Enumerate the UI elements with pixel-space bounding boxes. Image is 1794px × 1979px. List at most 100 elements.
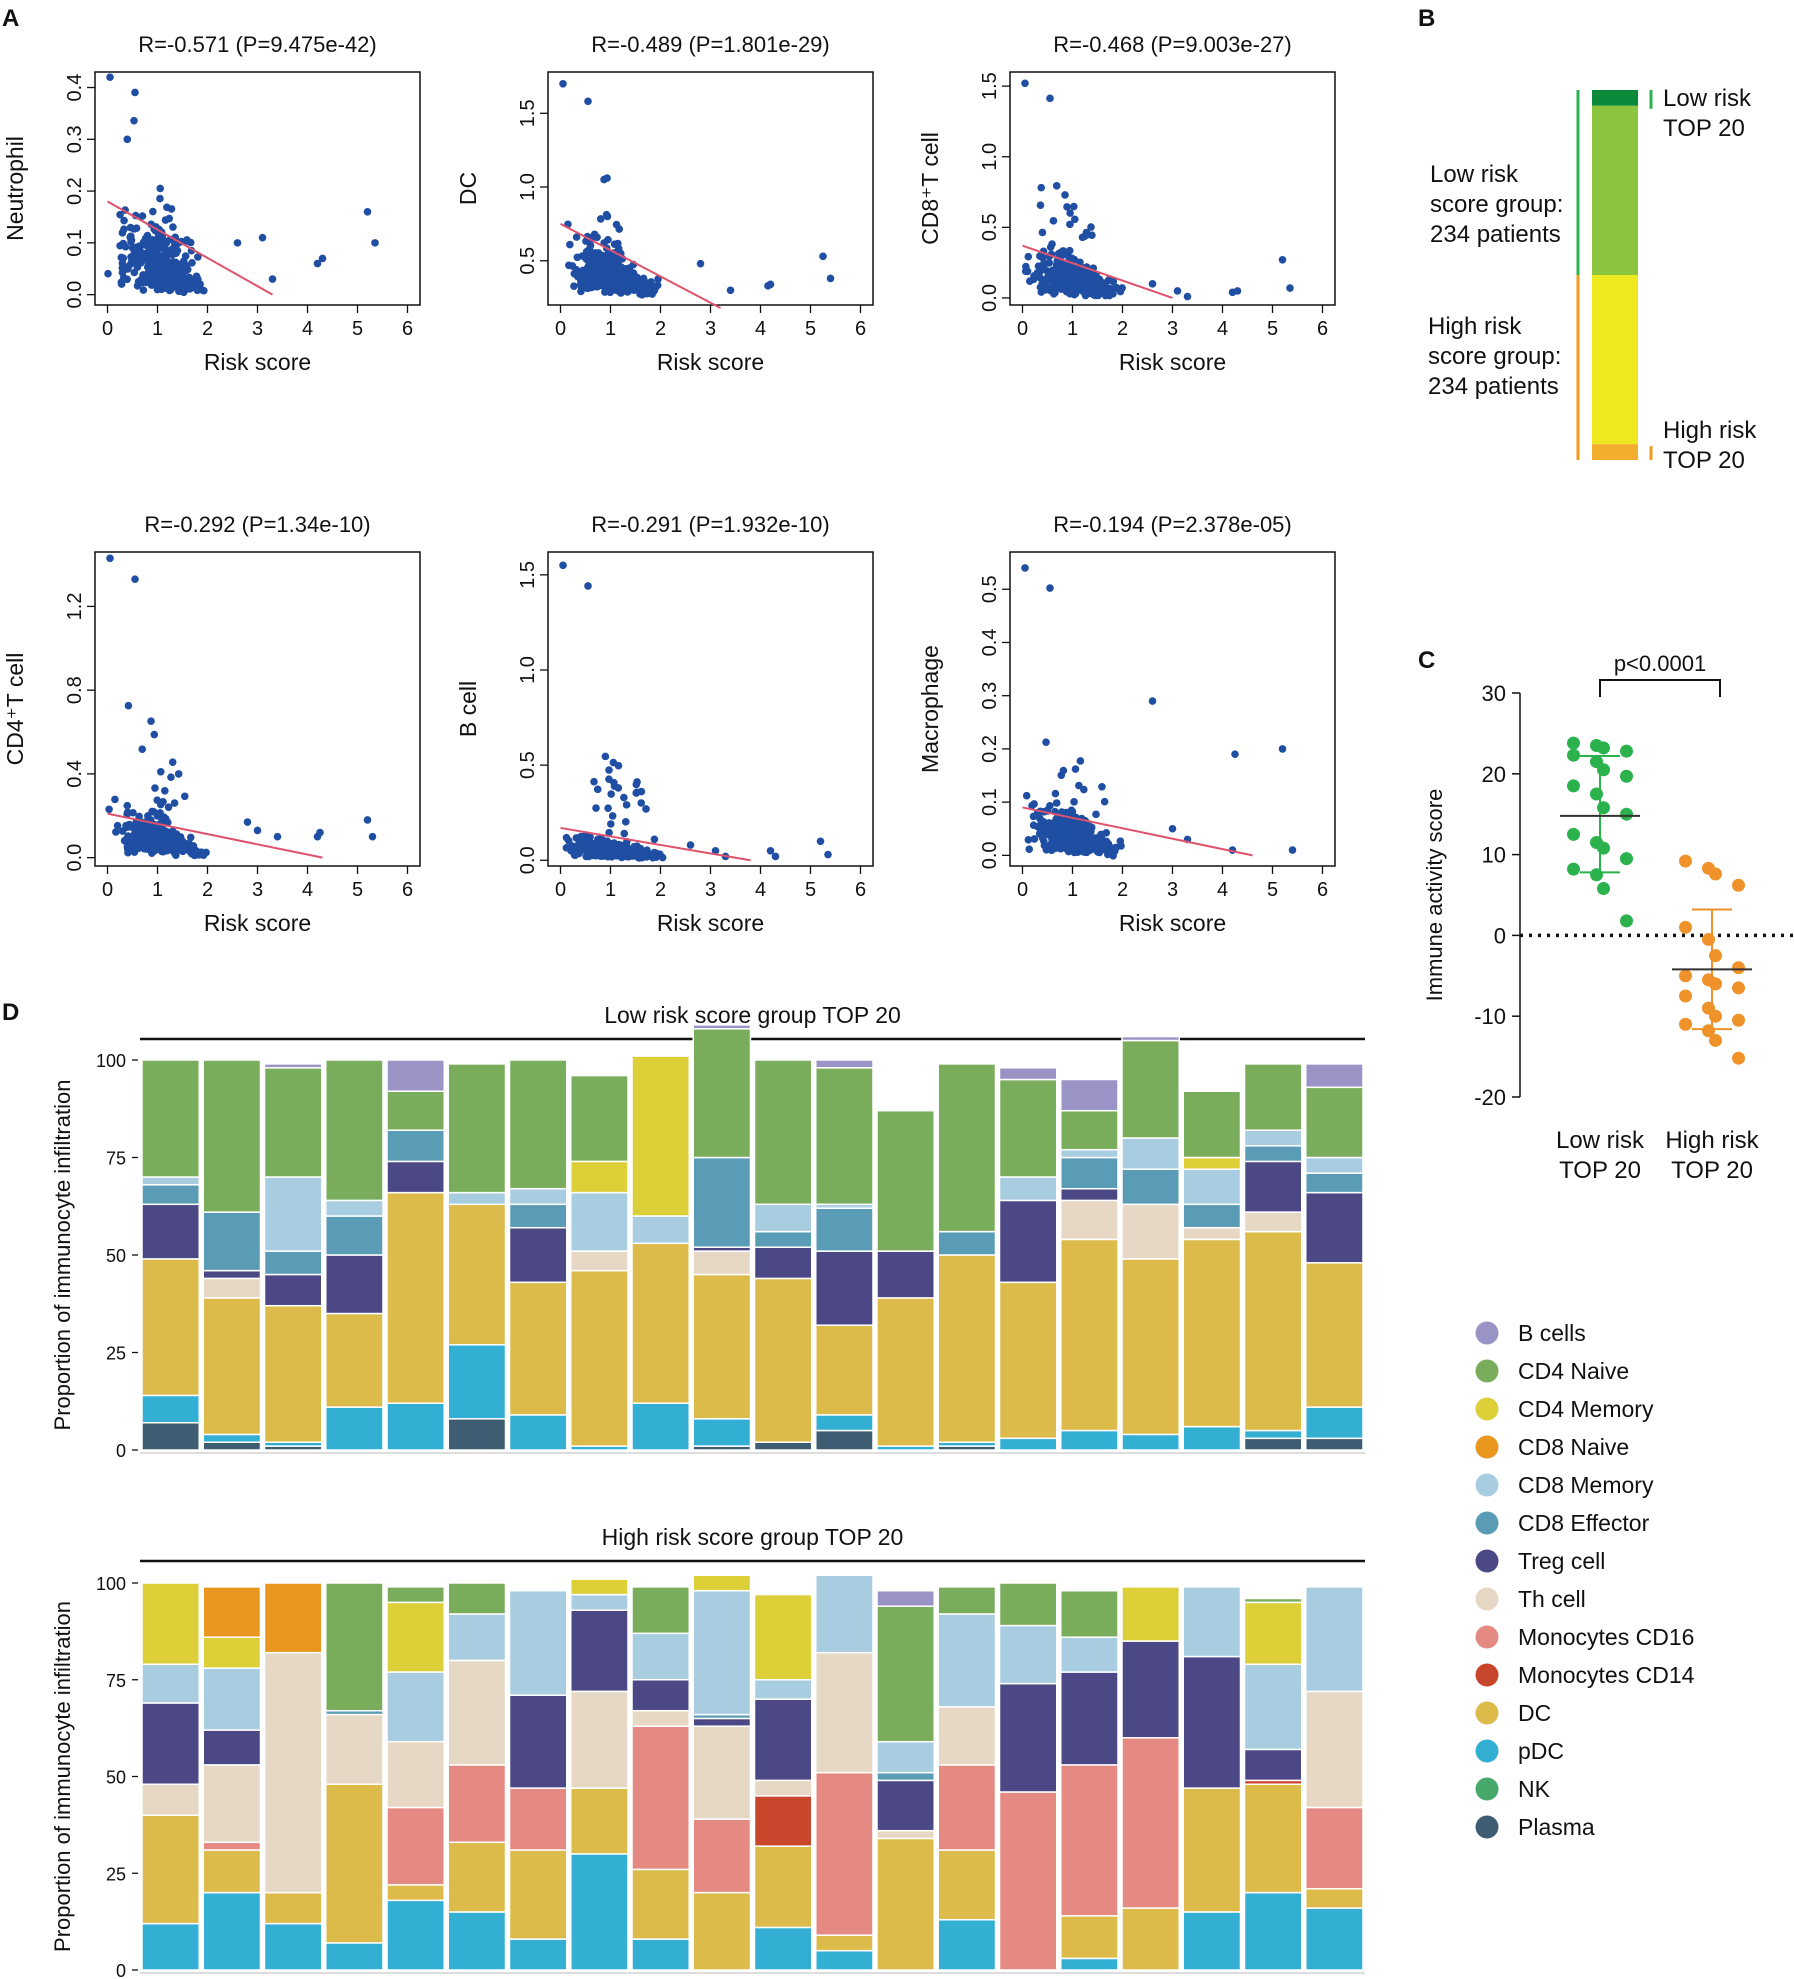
x-tick-label: 5: [805, 318, 816, 340]
data-point: [147, 237, 156, 246]
stack-segment: [202, 1269, 262, 1280]
stack-segment: [325, 1942, 384, 1971]
regression-line: [560, 826, 751, 862]
y-tick-label: 10: [1482, 843, 1506, 868]
data-point: [127, 232, 135, 241]
stack-segment: [937, 1918, 997, 1971]
stack-segment: [141, 1814, 200, 1925]
stack-segment: [1060, 1764, 1119, 1917]
data-point: [620, 793, 628, 802]
y-axis-label: B cell: [455, 681, 481, 737]
x-tick-label: 1: [152, 318, 163, 340]
high-top-label: TOP 20: [1663, 447, 1745, 474]
stack-segment: [325, 1713, 384, 1785]
stack-segment: [570, 1609, 629, 1693]
stack-segment: [1243, 1211, 1303, 1233]
stack-segment: [1243, 1601, 1303, 1666]
legend-label: CD4 Naive: [1518, 1358, 1629, 1384]
data-point: [123, 843, 132, 852]
stack-segment: [570, 1853, 629, 1971]
stack-segment: [937, 1613, 997, 1708]
data-point: [1096, 837, 1105, 845]
outlier-point: [1168, 824, 1177, 833]
stack-segment: [570, 1690, 629, 1789]
stack-segment: [325, 1215, 384, 1256]
stack-segment: [815, 1324, 874, 1416]
plot-title: R=-0.194 (P=2.378e-05): [1053, 512, 1292, 537]
data-point: [592, 804, 600, 812]
data-point: [113, 821, 122, 830]
x-tick-label: 1: [1067, 879, 1078, 901]
data-point: [1053, 268, 1061, 277]
stack-segment: [1182, 1156, 1242, 1170]
data-point: [601, 752, 610, 761]
data-point: [593, 847, 601, 856]
score-point: [1620, 744, 1633, 758]
stack-segment: [1243, 1891, 1303, 1971]
stack-segment: [202, 1441, 262, 1451]
y-axis-label: DC: [455, 172, 481, 205]
data-point: [595, 256, 604, 265]
low-group-label: score group:: [1430, 191, 1563, 218]
data-point: [126, 223, 135, 232]
data-point: [120, 216, 128, 225]
data-point: [1081, 832, 1090, 841]
immune-activity-panel: -20 -10 0 10 20 30 Immune activity score Low ri…: [1422, 651, 1794, 1184]
stack-segment: [998, 1281, 1058, 1440]
data-point: [1082, 231, 1091, 239]
data-point: [197, 848, 206, 856]
y-tick-label: 100: [96, 1051, 126, 1071]
stack-segment: [202, 1211, 262, 1272]
x-tick-label: 5: [1267, 318, 1278, 340]
data-point: [132, 838, 141, 846]
legend-swatch: [1475, 1701, 1499, 1725]
stack-segment: [447, 1613, 507, 1662]
stack-segment: [263, 1891, 323, 1925]
data-point: [1092, 810, 1100, 819]
outlier-point: [368, 832, 377, 841]
x-tick-label: 2: [202, 318, 213, 340]
data-point: [651, 283, 660, 292]
data-point: [1043, 819, 1052, 828]
score-point: [1567, 779, 1580, 793]
data-point: [1080, 785, 1088, 794]
data-point: [1030, 800, 1038, 808]
stack-segment: [1060, 1199, 1119, 1241]
stack-segment: [998, 1437, 1058, 1451]
data-point: [636, 284, 644, 292]
data-point: [600, 844, 609, 853]
data-point: [128, 255, 136, 264]
outlier-point: [1233, 287, 1242, 295]
data-point: [123, 135, 132, 144]
outlier-point: [243, 818, 252, 826]
y-tick-label: 0.8: [64, 676, 86, 704]
stack-segment: [1060, 1148, 1119, 1159]
data-point: [1087, 837, 1096, 845]
score-point: [1597, 741, 1610, 755]
data-point: [621, 818, 630, 826]
data-point: [1074, 284, 1083, 293]
data-point: [1050, 821, 1058, 830]
stack-segment: [570, 1160, 629, 1194]
stack-segment: [386, 1671, 445, 1743]
y-tick-label: 0.0: [979, 841, 1001, 869]
data-point: [117, 278, 126, 287]
score-point: [1732, 1013, 1745, 1027]
y-tick-label: 0.0: [64, 281, 86, 309]
score-point: [1679, 854, 1692, 868]
stack-segment: [692, 1725, 752, 1820]
score-point: [1597, 763, 1610, 777]
stack-segment: [631, 1242, 690, 1404]
data-point: [155, 276, 164, 285]
data-point: [1086, 289, 1094, 298]
score-point: [1597, 841, 1610, 855]
data-point: [579, 266, 587, 275]
stack-segment: [753, 1277, 813, 1443]
data-point: [1102, 841, 1110, 850]
data-point: [194, 253, 202, 261]
x-tick-label: 2: [655, 318, 666, 340]
data-point: [1024, 252, 1033, 261]
regression-line: [1022, 806, 1253, 857]
score-point: [1709, 867, 1722, 881]
data-point: [149, 207, 157, 216]
